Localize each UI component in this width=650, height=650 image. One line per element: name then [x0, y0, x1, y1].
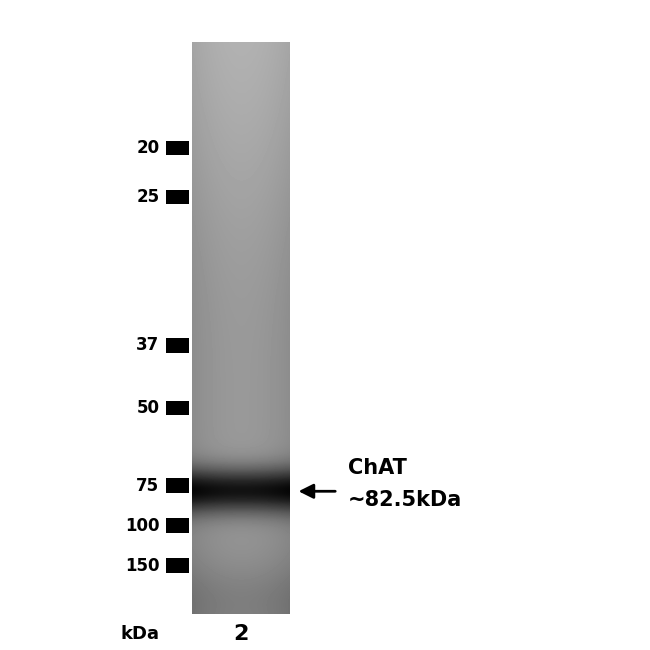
Bar	[166, 558, 188, 573]
Bar	[166, 338, 188, 352]
Text: 50: 50	[136, 399, 159, 417]
Bar	[166, 401, 188, 415]
Bar	[166, 190, 188, 204]
Text: ChAT: ChAT	[348, 458, 407, 478]
Text: kDa: kDa	[120, 625, 159, 643]
Text: 37: 37	[136, 337, 159, 354]
Text: 2: 2	[233, 624, 248, 644]
Text: 150: 150	[125, 556, 159, 575]
Text: 20: 20	[136, 139, 159, 157]
Text: 25: 25	[136, 188, 159, 205]
Bar	[166, 519, 188, 533]
Text: 75: 75	[136, 476, 159, 495]
Text: 100: 100	[125, 517, 159, 534]
Text: ~82.5kDa: ~82.5kDa	[348, 490, 462, 510]
Bar	[166, 141, 188, 155]
Bar	[166, 478, 188, 493]
